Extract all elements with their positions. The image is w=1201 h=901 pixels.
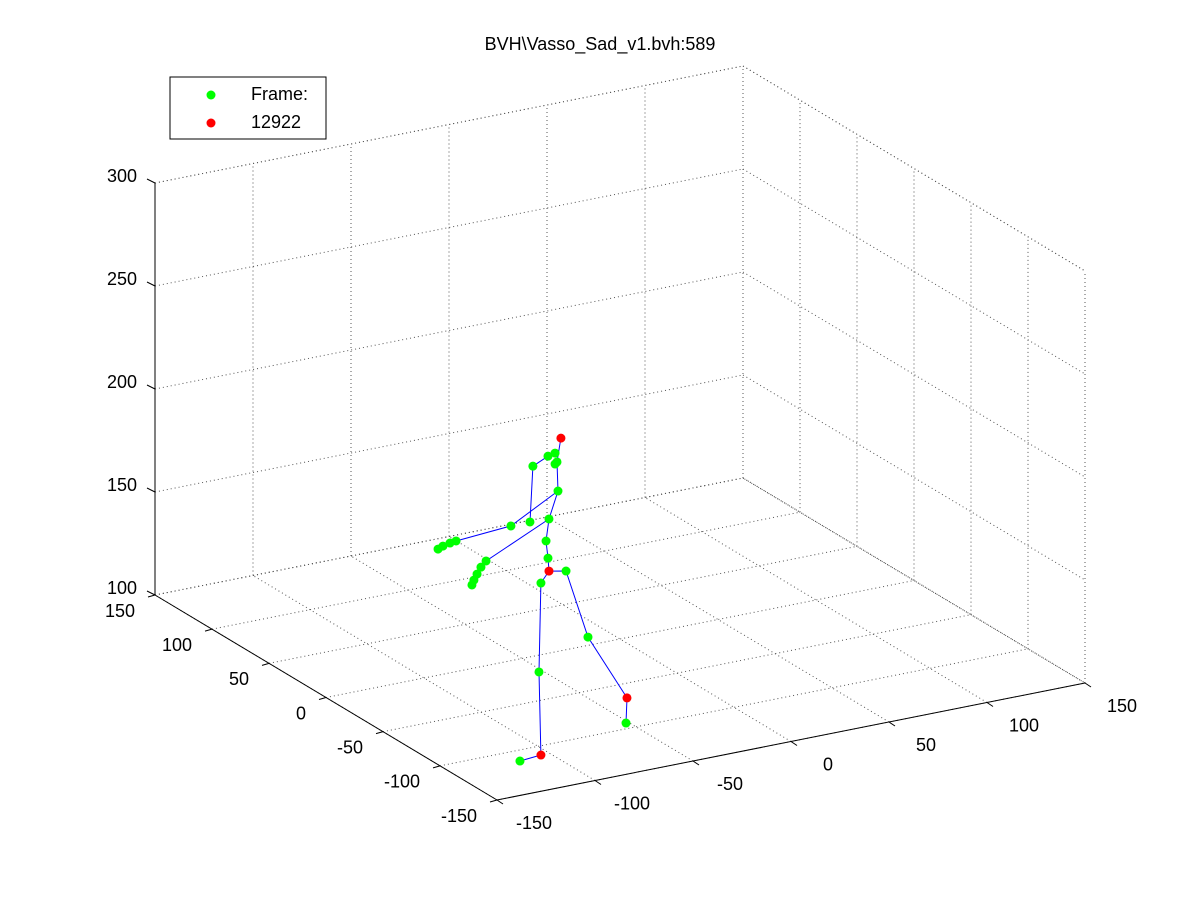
joint-point — [536, 750, 546, 760]
joint-point — [543, 451, 553, 461]
x-tick — [888, 721, 896, 727]
x-tick — [594, 780, 602, 785]
x-tick-label: -100 — [614, 793, 650, 813]
x-tick — [986, 702, 994, 707]
joint-point — [467, 580, 477, 590]
x-tick — [790, 741, 798, 746]
joint-point — [433, 544, 443, 554]
y-tick — [204, 628, 213, 632]
z-tick — [146, 384, 156, 390]
grid-line — [742, 168, 1086, 375]
x-tick — [692, 760, 700, 766]
y-tick-label: 150 — [105, 601, 135, 621]
y-tick — [147, 594, 156, 598]
legend-label: 12922 — [251, 112, 301, 132]
y-tick-label: 50 — [229, 669, 249, 689]
x-tick-label: 100 — [1009, 715, 1039, 735]
joint-point — [583, 632, 593, 642]
grid-line — [252, 575, 596, 781]
joint-point — [445, 538, 455, 548]
joint-point — [544, 566, 554, 576]
joint-point — [536, 578, 546, 588]
grid-line — [154, 271, 744, 390]
y-tick — [318, 697, 327, 700]
joint-point — [544, 514, 554, 524]
x-tick-label: 150 — [1107, 696, 1137, 716]
y-tick-label: -150 — [441, 806, 477, 826]
y-tick — [432, 765, 441, 769]
x-tick — [1084, 682, 1092, 688]
y-tick — [489, 799, 498, 803]
joint-point — [525, 517, 535, 527]
x-tick-label: -50 — [717, 774, 743, 794]
z-tick — [146, 487, 156, 493]
z-tick-label: 300 — [107, 166, 137, 186]
joint-point — [553, 486, 563, 496]
joint-point — [556, 433, 566, 443]
joint-point — [622, 693, 632, 703]
joint-point — [481, 556, 491, 566]
grid-line — [268, 545, 858, 664]
grid-line — [742, 477, 1086, 684]
joint-point — [550, 448, 560, 458]
y-tick — [261, 662, 270, 666]
grid-line — [448, 536, 792, 742]
y-tick-label: 0 — [296, 703, 306, 723]
joint-point — [561, 566, 571, 576]
joint-point — [534, 667, 544, 677]
grid-line — [350, 555, 694, 762]
z-tick — [146, 590, 156, 596]
legend-marker — [206, 90, 216, 100]
y-tick-label: -100 — [384, 772, 420, 792]
x-tick-label: 0 — [823, 754, 833, 774]
grid-line — [439, 648, 1029, 767]
grid-line — [742, 65, 1086, 272]
chart-title: BVH\Vasso_Sad_v1.bvh:589 — [485, 34, 716, 55]
z-tick — [146, 281, 156, 287]
legend-box — [169, 76, 327, 140]
legend-label: Frame: — [251, 84, 308, 104]
joint-point — [476, 562, 486, 572]
z-tick-label: 250 — [107, 269, 137, 289]
grid-line — [742, 271, 1086, 478]
grid-line — [546, 516, 890, 723]
z-tick — [146, 178, 156, 184]
joint-point — [528, 461, 538, 471]
joint-point — [506, 521, 516, 531]
z-tick-label: 100 — [107, 578, 137, 598]
x-tick-label: -150 — [516, 813, 552, 833]
bone-lines — [437, 438, 628, 762]
x-tick — [496, 799, 504, 805]
joint-point — [621, 718, 631, 728]
joint-point — [515, 756, 525, 766]
z-tick-label: 200 — [107, 372, 137, 392]
grid-line — [644, 497, 988, 703]
grid-line — [325, 580, 915, 698]
joint-point — [550, 459, 560, 469]
legend-marker — [206, 118, 216, 128]
grid-line — [154, 374, 744, 493]
y-tick-label: 100 — [162, 635, 192, 655]
joint-point — [541, 536, 551, 546]
y-tick — [375, 731, 384, 735]
z-tick-label: 150 — [107, 475, 137, 495]
joint-point — [543, 553, 553, 563]
x-tick-label: 50 — [916, 735, 936, 755]
grid-line — [742, 374, 1086, 581]
y-tick-label: -50 — [337, 737, 363, 757]
